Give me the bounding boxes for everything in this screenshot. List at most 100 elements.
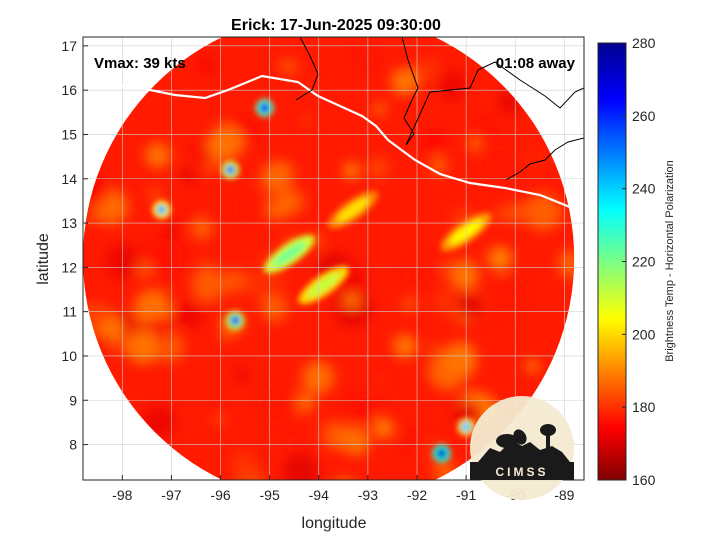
texture-blob <box>174 300 203 328</box>
y-tick-label: 17 <box>61 38 77 54</box>
international-border <box>401 37 584 146</box>
texture-blob <box>221 268 247 294</box>
texture-blob <box>493 276 526 309</box>
texture-blob <box>343 162 360 179</box>
y-tick-label: 9 <box>69 392 77 408</box>
texture-blob <box>423 130 447 153</box>
colorbar-ticks: 160 180 200 220 240 260 280 <box>622 35 656 488</box>
texture-blob <box>283 453 320 480</box>
texture-blob <box>524 192 563 231</box>
cell-2 <box>225 164 236 175</box>
texture-blob <box>473 119 496 142</box>
north-band <box>336 197 370 222</box>
texture-blob <box>137 261 153 278</box>
texture-blob <box>390 68 419 96</box>
texture-blob <box>428 342 443 358</box>
texture-blob <box>211 412 227 428</box>
texture-blob <box>165 274 179 287</box>
texture-blob <box>442 261 458 277</box>
cimss-logo: CIMSS <box>470 396 574 500</box>
mexico-coastline <box>83 74 584 215</box>
x-tick-label: -97 <box>161 487 181 503</box>
texture-blob <box>437 71 466 100</box>
texture-blob <box>334 488 353 507</box>
texture-blob <box>455 293 478 316</box>
swath-image <box>83 37 575 507</box>
texture-blob <box>373 417 394 439</box>
texture-blob <box>151 315 165 329</box>
texture-blob <box>207 125 244 162</box>
texture-blob <box>317 420 333 435</box>
swath-texture <box>83 48 575 507</box>
texture-blob <box>289 435 306 452</box>
cell-3 <box>156 204 167 215</box>
texture-blob <box>234 368 250 383</box>
texture-blob <box>105 244 140 279</box>
texture-blob <box>432 289 459 315</box>
texture-blob <box>294 391 316 413</box>
colorbar-tick-label: 280 <box>632 35 656 51</box>
texture-blob <box>278 56 298 77</box>
texture-blob <box>260 161 292 193</box>
texture-blob <box>261 384 299 422</box>
x-tick-label: -96 <box>210 487 230 503</box>
texture-blob <box>443 341 477 376</box>
y-tick-label: 11 <box>62 304 77 320</box>
texture-blob <box>300 78 319 97</box>
texture-blob <box>516 140 550 174</box>
texture-blob <box>487 246 513 272</box>
texture-blob <box>504 202 526 224</box>
x-tick-label: -94 <box>309 487 329 503</box>
texture-blob <box>144 142 171 169</box>
y-axis: 8 9 10 11 12 13 14 15 16 17 <box>61 38 88 453</box>
y-tick-label: 16 <box>61 82 77 98</box>
texture-blob <box>492 207 506 221</box>
vmax-annotation: Vmax: 39 kts <box>94 55 186 72</box>
texture-blob <box>246 263 286 303</box>
texture-blob <box>374 376 388 390</box>
cell-6 <box>436 448 447 459</box>
texture-blob <box>467 137 482 152</box>
texture-blob <box>236 190 268 222</box>
cell-4 <box>230 315 241 326</box>
y-tick-label: 8 <box>69 437 77 453</box>
texture-blob <box>334 288 373 327</box>
x-tick-label: -91 <box>456 487 476 503</box>
texture-blob <box>181 167 196 183</box>
texture-blob <box>191 268 226 303</box>
texture-blob <box>126 330 160 365</box>
texture-blob <box>301 361 335 394</box>
texture-blob <box>392 333 418 359</box>
x-tick-label: -98 <box>112 487 132 503</box>
colorbar-tick-label: 260 <box>632 108 656 124</box>
texture-blob <box>372 102 387 117</box>
y-tick-label: 15 <box>61 126 77 142</box>
texture-blob <box>147 186 163 203</box>
cell-1 <box>259 102 270 113</box>
texture-blob <box>300 114 314 128</box>
colorbar-tick-label: 180 <box>632 399 656 415</box>
time-away-annotation: 01:08 away <box>496 55 576 72</box>
texture-blob <box>134 289 172 327</box>
x-tick-label: -93 <box>358 487 378 503</box>
cimss-logo-text: CIMSS <box>495 465 548 479</box>
texture-blob <box>367 156 390 179</box>
texture-blob <box>399 431 419 450</box>
inland-border <box>295 37 584 181</box>
colorbar-tick-label: 220 <box>632 254 656 270</box>
texture-blob <box>217 330 230 343</box>
texture-blob <box>408 257 440 290</box>
texture-blob <box>99 316 124 342</box>
texture-blob <box>197 55 216 75</box>
x-axis-label: longitude <box>302 515 367 532</box>
eyewall-band <box>272 241 306 267</box>
y-axis-label: latitude <box>35 233 52 285</box>
colorbar-label: Brightness Temp - Horizontal Polarizatio… <box>664 160 676 362</box>
texture-blob <box>481 148 516 183</box>
texture-blob <box>344 292 359 308</box>
x-tick-label: -89 <box>554 487 574 503</box>
x-tick-label: -92 <box>407 487 427 503</box>
x-tick-label: -95 <box>260 487 280 503</box>
y-tick-label: 14 <box>61 171 77 187</box>
